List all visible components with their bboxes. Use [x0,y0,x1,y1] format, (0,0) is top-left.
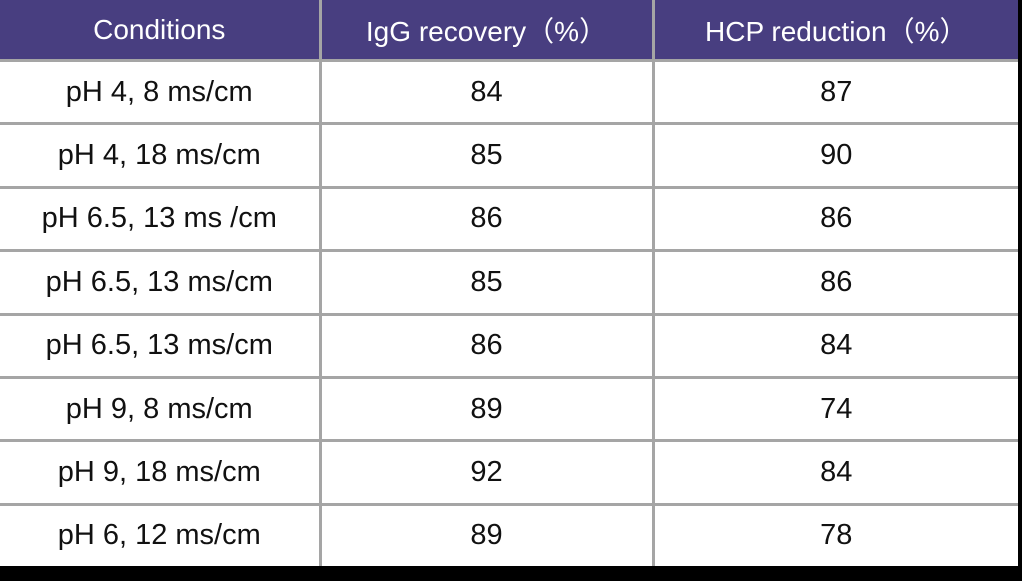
hcp-cell: 86 [651,249,1018,314]
hcp-cell: 84 [651,439,1018,505]
hcp-cell: 74 [651,375,1018,441]
table-row: pH 6.5, 13 ms /cm 86 86 [0,185,1018,251]
condition-cell: pH 9, 18 ms/cm [0,439,320,505]
header-row: Conditions IgG recovery（%） HCP reduction… [0,0,1018,62]
table-row: pH 4, 8 ms/cm 84 87 [0,60,1018,124]
table-row: pH 6.5, 13 ms/cm 85 86 [0,249,1018,314]
condition-cell: pH 6.5, 13 ms /cm [0,185,320,251]
hcp-cell: 87 [651,60,1018,124]
condition-cell: pH 6.5, 13 ms/cm [0,312,320,378]
table-row: pH 6.5, 13 ms/cm 86 84 [0,312,1018,378]
igg-cell: 86 [318,312,653,378]
table-row: pH 9, 8 ms/cm 89 74 [0,375,1018,441]
condition-cell: pH 4, 8 ms/cm [0,60,320,124]
table-row: pH 4, 18 ms/cm 85 90 [0,122,1018,188]
condition-cell: pH 6, 12 ms/cm [0,502,320,566]
igg-cell: 89 [318,502,653,566]
column-header-igg-recovery: IgG recovery（%） [318,0,653,62]
column-header-hcp-reduction: HCP reduction（%） [651,0,1018,62]
table-row: pH 9, 18 ms/cm 92 84 [0,439,1018,505]
igg-cell: 84 [318,60,653,124]
results-table: Conditions IgG recovery（%） HCP reduction… [0,0,1018,566]
hcp-cell: 90 [651,122,1018,188]
column-header-conditions: Conditions [0,0,320,62]
table-row: pH 6, 12 ms/cm 89 78 [0,502,1018,566]
igg-cell: 85 [318,249,653,314]
igg-cell: 86 [318,185,653,251]
igg-cell: 92 [318,439,653,505]
hcp-cell: 78 [651,502,1018,566]
igg-cell: 85 [318,122,653,188]
condition-cell: pH 4, 18 ms/cm [0,122,320,188]
igg-cell: 89 [318,375,653,441]
hcp-cell: 86 [651,185,1018,251]
condition-cell: pH 6.5, 13 ms/cm [0,249,320,314]
hcp-cell: 84 [651,312,1018,378]
condition-cell: pH 9, 8 ms/cm [0,375,320,441]
